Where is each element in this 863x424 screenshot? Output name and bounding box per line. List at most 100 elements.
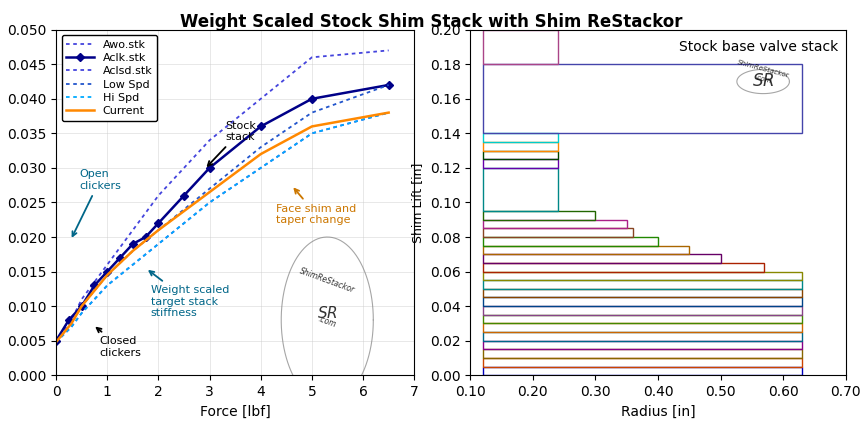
- Low Spd: [154, 228, 164, 233]
- Y-axis label: Shim Lift [in]: Shim Lift [in]: [411, 162, 425, 243]
- Bar: [483, 254, 721, 263]
- Line: Current: Current: [56, 113, 388, 342]
- Aclsd.stk: [102, 283, 112, 288]
- Current: [205, 190, 215, 195]
- Awo.stk: [77, 297, 87, 302]
- Legend: Awo.stk, Aclk.stk, Aclsd.stk, Low Spd, Hi Spd, Current: Awo.stk, Aclk.stk, Aclsd.stk, Low Spd, H…: [61, 35, 157, 121]
- Aclsd.stk: [77, 310, 87, 315]
- Aclk.stk: [306, 96, 317, 101]
- Awo.stk: [306, 55, 317, 60]
- Bar: [483, 211, 595, 220]
- Low Spd: [102, 273, 112, 278]
- Bar: [483, 245, 690, 254]
- Aclk.stk: [255, 124, 266, 129]
- Aclsd.stk: [306, 131, 317, 136]
- Aclsd.stk: [205, 200, 215, 205]
- Text: ShimReStackor: ShimReStackor: [736, 59, 790, 79]
- Low Spd: [66, 321, 77, 326]
- Bar: [483, 272, 802, 280]
- Hi Spd: [51, 340, 61, 345]
- Low Spd: [205, 186, 215, 191]
- Low Spd: [306, 110, 317, 115]
- Awo.stk: [383, 48, 394, 53]
- Line: Hi Spd: Hi Spd: [56, 113, 388, 342]
- Hi Spd: [306, 131, 317, 136]
- Current: [255, 151, 266, 156]
- Aclk.stk: [102, 269, 112, 274]
- Bar: [483, 30, 557, 64]
- X-axis label: Radius [in]: Radius [in]: [620, 404, 696, 418]
- Aclsd.stk: [154, 241, 164, 246]
- Text: Closed
clickers: Closed clickers: [97, 328, 142, 358]
- Current: [383, 110, 394, 115]
- Text: Stock
stack: Stock stack: [208, 121, 255, 166]
- Aclk.stk: [115, 255, 125, 260]
- Low Spd: [128, 248, 138, 254]
- Bar: [483, 289, 802, 298]
- Current: [306, 124, 317, 129]
- Aclsd.stk: [383, 110, 394, 115]
- Line: Aclk.stk: Aclk.stk: [53, 82, 392, 344]
- Bar: [483, 229, 633, 237]
- X-axis label: Force [lbf]: Force [lbf]: [200, 404, 270, 418]
- Hi Spd: [205, 200, 215, 205]
- Awo.stk: [66, 318, 77, 323]
- Bar: [483, 142, 557, 151]
- Aclsd.stk: [51, 340, 61, 345]
- Aclk.stk: [205, 165, 215, 170]
- Aclsd.stk: [128, 262, 138, 267]
- Hi Spd: [102, 283, 112, 288]
- Bar: [483, 315, 802, 324]
- Aclsd.stk: [255, 165, 266, 170]
- Bar: [483, 324, 802, 332]
- Awo.stk: [102, 262, 112, 267]
- Bar: [483, 306, 802, 315]
- Bar: [483, 237, 658, 245]
- Y-axis label: Stack Flow Area [in2]: Stack Flow Area [in2]: [0, 136, 2, 269]
- Text: $SR$: $SR$: [752, 72, 774, 90]
- Hi Spd: [383, 110, 394, 115]
- Bar: [483, 159, 557, 168]
- Bar: [483, 358, 802, 367]
- Aclk.stk: [51, 338, 61, 343]
- Text: Stock base valve stack: Stock base valve stack: [679, 40, 838, 54]
- Bar: [483, 168, 557, 211]
- Aclk.stk: [77, 304, 87, 309]
- Line: Low Spd: Low Spd: [56, 85, 388, 342]
- Low Spd: [77, 304, 87, 309]
- Awo.stk: [205, 138, 215, 143]
- Aclsd.stk: [66, 324, 77, 329]
- Text: Face shim and
taper change: Face shim and taper change: [276, 189, 356, 225]
- Low Spd: [51, 340, 61, 345]
- Current: [128, 248, 138, 254]
- Text: Weight scaled
target stack
stiffness: Weight scaled target stack stiffness: [149, 271, 229, 318]
- Hi Spd: [128, 262, 138, 267]
- Text: Weight Scaled Stock Shim Stack with Shim ReStackor: Weight Scaled Stock Shim Stack with Shim…: [180, 13, 683, 31]
- Aclk.stk: [89, 283, 99, 288]
- Bar: [483, 263, 765, 272]
- Low Spd: [383, 82, 394, 87]
- Aclk.stk: [141, 234, 151, 240]
- Bar: [483, 64, 802, 133]
- Hi Spd: [66, 324, 77, 329]
- Bar: [483, 133, 557, 142]
- Aclk.stk: [128, 241, 138, 246]
- Aclk.stk: [383, 82, 394, 87]
- Aclk.stk: [64, 318, 74, 323]
- Awo.stk: [128, 228, 138, 233]
- Current: [154, 228, 164, 233]
- Current: [102, 273, 112, 278]
- Hi Spd: [255, 165, 266, 170]
- Current: [77, 304, 87, 309]
- Awo.stk: [51, 340, 61, 345]
- Text: Open
clickers: Open clickers: [72, 169, 121, 236]
- Bar: [483, 341, 802, 349]
- Line: Awo.stk: Awo.stk: [56, 50, 388, 342]
- Bar: [483, 280, 802, 289]
- Bar: [483, 298, 802, 306]
- Awo.stk: [255, 96, 266, 101]
- Current: [51, 340, 61, 345]
- Awo.stk: [154, 193, 164, 198]
- Text: .com: .com: [317, 314, 337, 329]
- Text: $SR$: $SR$: [317, 305, 337, 321]
